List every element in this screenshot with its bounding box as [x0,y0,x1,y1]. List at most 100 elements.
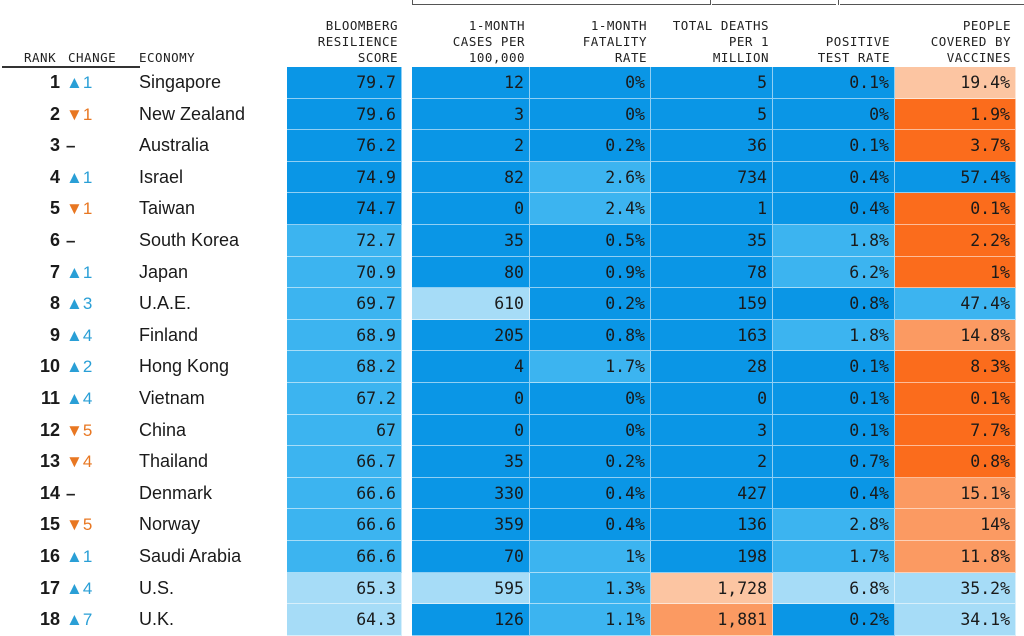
economy-label: U.A.E. [139,293,192,314]
rank-label: 4 [49,166,60,187]
rank-change-label: ▲3 [66,294,93,314]
table-row: 14– Denmark 66.6 330 0.4% 427 0.4% 15.1% [0,477,1024,510]
positive-rate-cell: 0.1% [773,383,895,415]
table-row: 9 ▲4 Finland 68.9 205 0.8% 163 1.8% 14.8% [0,319,1024,352]
positive-rate-cell: 0.4% [773,161,895,194]
score-cell: 64.3 [287,604,402,636]
rank-label: 9 [49,324,60,345]
rank-label: 13 [39,451,60,472]
vaccines-cell: 0.8% [895,446,1016,478]
header-resilience-score: BLOOMBERG RESILIENCE SCORE [317,18,398,65]
cases-cell: 2 [412,130,530,162]
vaccines-cell: 34.1% [895,604,1016,636]
fatality-cell: 1% [530,541,651,573]
deaths-cell: 427 [651,477,773,510]
positive-rate-cell: 0.8% [773,288,895,320]
score-cell: 70.9 [287,256,402,289]
positive-rate-cell: 1.7% [773,541,895,573]
vaccines-cell: 19.4% [895,67,1016,99]
economy-label: Australia [139,135,210,156]
deaths-cell: 734 [651,161,773,194]
rank-change-label: – [66,231,76,250]
fatality-cell: 0% [530,383,651,415]
table-row: 17 ▲4 U.S. 65.3 595 1.3% 1,728 6.8% 35.2% [0,572,1024,605]
rank-change-label: ▼5 [66,515,93,535]
vaccines-cell: 0.1% [895,383,1016,415]
positive-rate-cell: 0.4% [773,477,895,510]
rank-label: 15 [39,514,60,535]
score-cell: 65.3 [287,572,402,605]
economy-label: South Korea [139,230,240,250]
rank-label: 5 [49,198,60,219]
deaths-cell: 1 [651,193,773,225]
header-top-rule-3 [840,4,1024,5]
cases-cell: 205 [412,319,530,352]
economy-label: New Zealand [139,103,246,124]
score-cell: 76.2 [287,130,402,162]
rank-label: 14 [39,482,60,503]
positive-rate-cell: 0.1% [773,351,895,383]
table-row: 5 ▼1 Taiwan 74.7 0 2.4% 1 0.4% 0.1% [0,193,1024,225]
fatality-cell: 0% [530,98,651,131]
fatality-cell: 1.1% [530,604,651,636]
vaccines-cell: 8.3% [895,351,1016,383]
rank-label: 16 [39,546,60,566]
vaccines-cell: 7.7% [895,414,1016,447]
header-top-tick-1 [412,0,413,5]
vaccines-cell: 3.7% [895,130,1016,162]
header-positive-rate: POSITIVE TEST RATE [817,34,890,65]
positive-rate-cell: 0.7% [773,446,895,478]
vaccines-cell: 57.4% [895,161,1016,194]
fatality-cell: 0.8% [530,319,651,352]
economy-label: Taiwan [139,198,196,219]
rank-change-label: ▼5 [66,420,93,440]
positive-rate-cell: 1.8% [773,225,895,257]
cases-cell: 12 [412,67,530,99]
positive-rate-cell: 0.4% [773,193,895,225]
header-top-tick-2 [710,0,711,5]
rank-label: 7 [49,261,60,282]
economy-label: U.K. [139,609,175,630]
rank-label: 10 [39,356,60,377]
fatality-cell: 1.3% [530,572,651,605]
cases-cell: 126 [412,604,530,636]
economy-label: Thailand [139,451,209,472]
positive-rate-cell: 1.8% [773,319,895,352]
deaths-cell: 3 [651,414,773,447]
rank-change-label: ▲1 [66,262,93,282]
cases-cell: 330 [412,477,530,510]
vaccines-cell: 47.4% [895,288,1016,320]
table-row: 1 ▲1 Singapore 79.7 12 0% 5 0.1% 19.4% [0,67,1024,99]
vaccines-cell: 11.8% [895,541,1016,573]
fatality-cell: 0.2% [530,288,651,320]
deaths-cell: 28 [651,351,773,383]
economy-label: Japan [139,261,189,282]
cases-cell: 3 [412,98,530,131]
rank-change-label: ▲2 [66,357,93,377]
score-cell: 72.7 [287,225,402,257]
positive-rate-cell: 0.1% [773,130,895,162]
cases-cell: 0 [412,414,530,447]
positive-rate-cell: 0.2% [773,604,895,636]
cases-cell: 0 [412,383,530,415]
rank-change-label: ▼4 [66,452,93,472]
fatality-cell: 2.6% [530,161,651,194]
positive-rate-cell: 0.1% [773,67,895,99]
header-total-deaths: TOTAL DEATHS PER 1 MILLION [672,18,769,65]
fatality-cell: 0.2% [530,446,651,478]
score-cell: 67.2 [287,383,402,415]
economy-label: U.S. [139,577,175,598]
rank-change-label: ▼1 [66,104,93,124]
rank-change-label: ▲4 [66,389,93,408]
cases-cell: 359 [412,509,530,541]
rank-label: 2 [49,103,60,124]
positive-rate-cell: 6.2% [773,256,895,289]
table-row: 13 ▼4 Thailand 66.7 35 0.2% 2 0.7% 0.8% [0,446,1024,478]
deaths-cell: 5 [651,98,773,131]
rank-label: 8 [49,293,60,314]
deaths-cell: 198 [651,541,773,573]
score-cell: 79.6 [287,98,402,131]
table-row: 15 ▼5 Norway 66.6 359 0.4% 136 2.8% 14% [0,509,1024,541]
fatality-cell: 0% [530,67,651,99]
table-row: 2 ▼1 New Zealand 79.6 3 0% 5 0% 1.9% [0,98,1024,131]
